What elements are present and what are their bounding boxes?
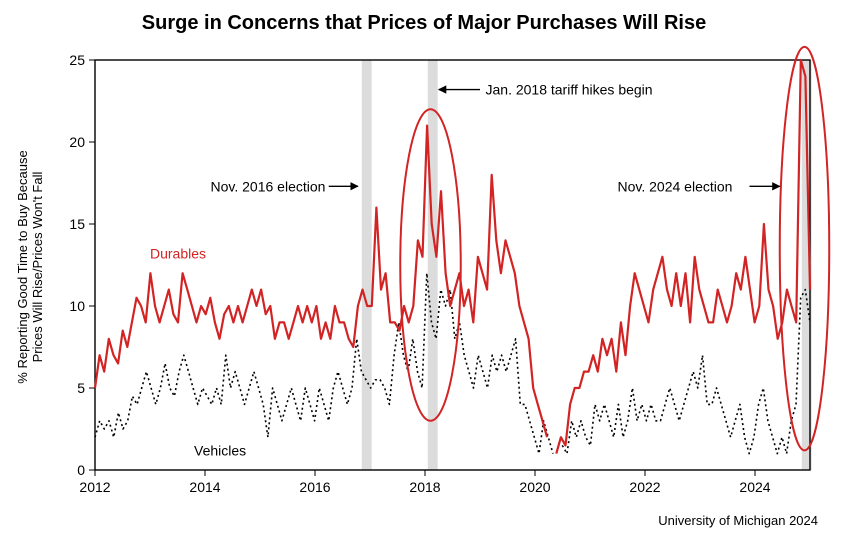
chart-svg: 0 5 10 15 20 25 2012 2014 2016 2018 2020 2022 2024 Ja… [0,0,848,534]
x-tick-label: 2014 [189,479,220,495]
x-tick-label: 2022 [629,479,660,495]
event-band [428,60,438,470]
x-tick-label: 2024 [739,479,770,495]
annotation-label: Durables [150,246,206,262]
annotation-label: Vehicles [194,442,246,458]
y-tick-label: 25 [69,52,85,68]
plot-border [95,60,810,470]
annotation-label: Nov. 2016 election [211,178,326,194]
x-tick-label: 2018 [409,479,440,495]
annotation-label: Nov. 2024 election [618,178,733,194]
x-tick-label: 2012 [79,479,110,495]
x-tick-label: 2020 [519,479,550,495]
y-tick-label: 10 [69,298,85,314]
y-tick-label: 0 [77,462,85,478]
y-tick-label: 5 [77,380,85,396]
x-tick-label: 2016 [299,479,330,495]
y-tick-label: 20 [69,134,85,150]
event-band [362,60,372,470]
annotation-label: Jan. 2018 tariff hikes begin [486,82,653,98]
y-tick-label: 15 [69,216,85,232]
chart-container: Surge in Concerns that Prices of Major P… [0,0,848,534]
